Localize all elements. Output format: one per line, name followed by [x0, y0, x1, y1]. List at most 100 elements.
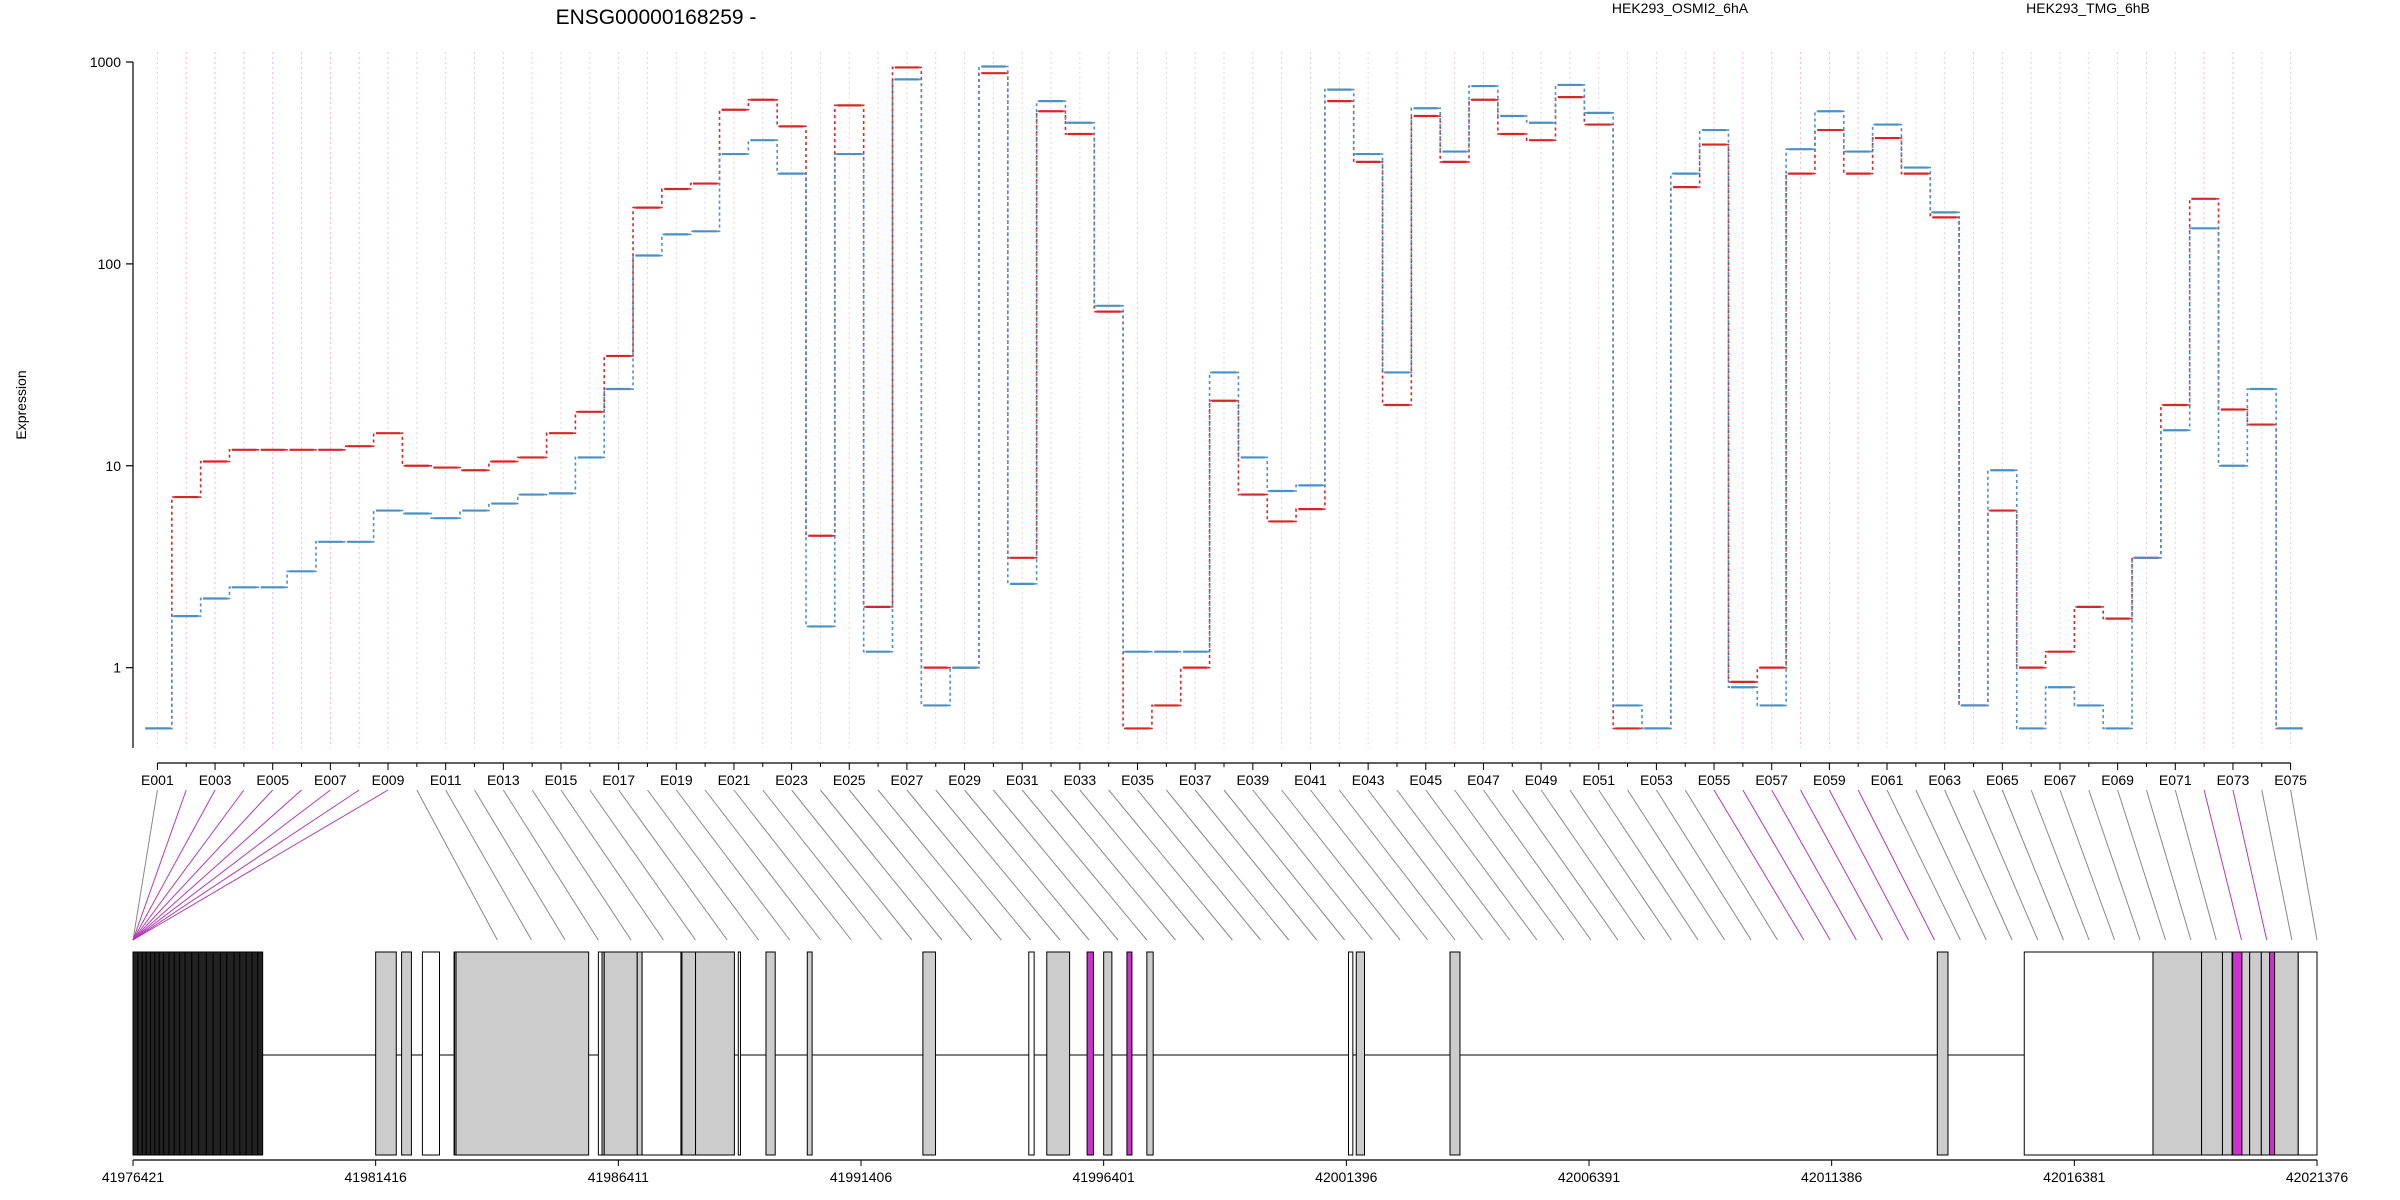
- series-connector: [2129, 557, 2135, 620]
- exon-block: [1146, 951, 1154, 1156]
- series-connector: [2187, 227, 2192, 432]
- legend-entry-tmg: HEK293_TMG_6hB: [2026, 0, 2150, 16]
- exon-connector: [1137, 789, 1262, 941]
- series-connector: [630, 254, 636, 390]
- exon-block: [375, 951, 397, 1156]
- series-connector: [2100, 704, 2106, 730]
- series-connector: [1524, 133, 1529, 141]
- exon-connector: [2232, 789, 2268, 941]
- exon-block: [168, 951, 175, 1156]
- exon-connector: [1944, 789, 2013, 941]
- series-connector: [544, 432, 549, 459]
- series-connector: [630, 206, 636, 357]
- exon-connector: [2261, 789, 2293, 941]
- exon-connector: [704, 789, 822, 941]
- x-tick-label: E013: [487, 772, 520, 788]
- genomic-tick-label: 42016381: [2043, 1169, 2106, 1185]
- exon-block: [257, 951, 264, 1156]
- series-connector: [1956, 216, 1962, 707]
- exon-connector: [531, 789, 632, 941]
- series-connector: [457, 509, 463, 519]
- series-connector: [400, 509, 405, 515]
- exon-block: [239, 951, 247, 1156]
- x-tick-label: E005: [256, 772, 289, 788]
- series-connector: [890, 78, 895, 653]
- series-connector: [659, 188, 665, 209]
- exon-connector: [2088, 789, 2141, 941]
- x-tick-label: E047: [1467, 772, 1500, 788]
- exon-block: [245, 951, 253, 1156]
- x-tick-label: E059: [1813, 772, 1846, 788]
- exon-connector: [1396, 789, 1511, 941]
- series-connector: [544, 492, 549, 496]
- exon-block: [154, 951, 160, 1156]
- exon-block: [251, 951, 259, 1156]
- exon-block: [2023, 951, 2154, 1156]
- series-connector: [227, 448, 232, 463]
- x-tick-label: E071: [2159, 772, 2192, 788]
- exon-block: [922, 951, 937, 1156]
- x-tick-label: E041: [1294, 772, 1327, 788]
- exon-block: [2260, 951, 2299, 1156]
- x-tick-label: E023: [775, 772, 808, 788]
- x-tick-label: E031: [1006, 772, 1039, 788]
- exon-connector: [1310, 789, 1429, 941]
- exon-block: [1936, 951, 1949, 1156]
- exon-block: [1355, 951, 1366, 1156]
- x-tick-label: E061: [1871, 772, 1904, 788]
- exon-block: [603, 951, 638, 1156]
- exon-block: [132, 951, 139, 1156]
- series-connector: [1466, 85, 1472, 153]
- highlighted-exon-block: [1086, 951, 1094, 1156]
- exon-connector: [1454, 789, 1565, 941]
- series-connector: [1899, 137, 1904, 175]
- series-connector: [371, 432, 376, 448]
- series-connector: [746, 139, 751, 155]
- exon-block: [191, 951, 200, 1156]
- exon-connector: [1050, 789, 1176, 941]
- exon-connector: [132, 789, 245, 941]
- series-connector: [284, 570, 290, 589]
- exon-block: [1028, 951, 1035, 1156]
- exon-connector: [1569, 789, 1672, 941]
- exon-connector: [1598, 789, 1699, 941]
- exon-connector: [1281, 789, 1401, 941]
- series-connector: [573, 411, 578, 434]
- series-connector: [1697, 129, 1702, 175]
- exon-block: [184, 951, 193, 1156]
- exon-connector: [820, 789, 943, 941]
- exon-connector: [1713, 789, 1805, 941]
- series-connector: [169, 615, 175, 730]
- x-tick-label: E007: [314, 772, 347, 788]
- series-connector: [428, 512, 434, 519]
- series-connector: [2100, 606, 2106, 620]
- x-tick-label: E051: [1582, 772, 1615, 788]
- series-connector: [947, 666, 953, 707]
- exon-connector: [935, 789, 1061, 941]
- series-connector: [457, 466, 463, 472]
- series-connector: [1207, 399, 1212, 669]
- exon-block: [2201, 951, 2223, 1156]
- series-connector: [1409, 107, 1414, 374]
- exon-block: [163, 951, 170, 1156]
- exon-connectors: [132, 789, 2318, 941]
- exon-connector: [1079, 789, 1205, 941]
- series-connector: [774, 139, 780, 175]
- x-tick-label: E063: [1928, 772, 1961, 788]
- genomic-axis: 41976421 41981416 41986411 41991406 41996401…: [102, 1159, 2348, 1185]
- exon-connector: [1511, 789, 1619, 941]
- series-connector: [2043, 686, 2048, 730]
- chart-title: ENSG00000168259 -: [556, 6, 757, 29]
- exon-block: [2152, 951, 2203, 1156]
- exon-connector: [647, 789, 759, 941]
- grid-lines: [156, 52, 2292, 748]
- exon-connector: [2001, 789, 2064, 941]
- exon-block: [179, 951, 186, 1156]
- series-connector: [2129, 557, 2135, 730]
- exon-block: [1449, 951, 1461, 1156]
- series-connector: [1236, 399, 1241, 496]
- exon-connector: [964, 789, 1090, 941]
- series-connector: [515, 493, 521, 505]
- x-tick-label: E035: [1121, 772, 1154, 788]
- x-tick-label: E069: [2101, 772, 2134, 788]
